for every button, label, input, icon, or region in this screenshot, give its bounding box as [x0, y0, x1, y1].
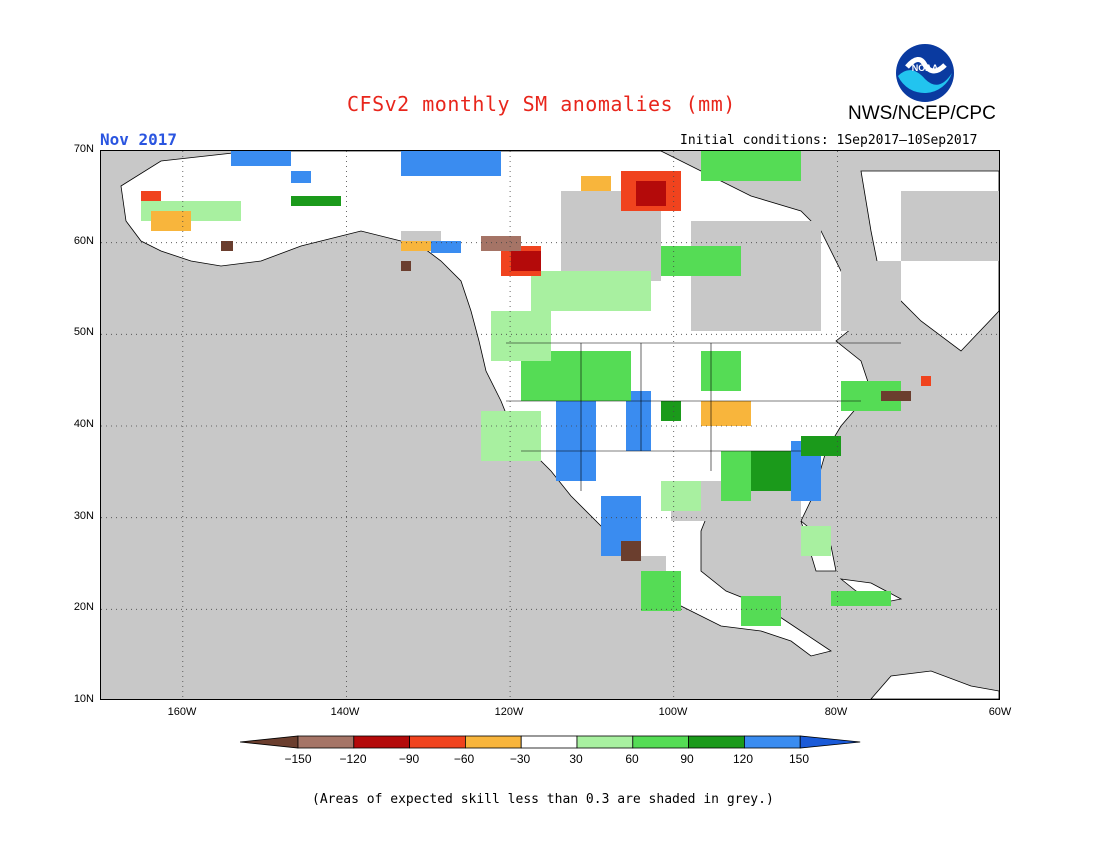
colorbar-label: 90 [680, 752, 694, 766]
lat-label-50n: 50N [73, 326, 94, 338]
forecast-month: Nov 2017 [100, 130, 178, 149]
skill-note: (Areas of expected skill less than 0.3 a… [312, 792, 774, 807]
colorbar-segment [632, 735, 689, 749]
noaa-logo: NOAA [896, 44, 954, 102]
colorbar-label: −60 [453, 752, 475, 766]
political-borders [506, 342, 901, 491]
map-title: CFSv2 monthly SM anomalies (mm) [347, 92, 736, 116]
colorbar-label: 30 [569, 752, 583, 766]
lon-label-100w: 100W [658, 706, 688, 718]
colorbar-segment [464, 735, 522, 749]
anomaly-pixels [141, 151, 931, 626]
colorbar-arrow-left [240, 735, 299, 749]
colorbar-label: −150 [284, 752, 312, 766]
initial-conditions: Initial conditions: 1Sep2017–10Sep2017 [680, 133, 978, 148]
colorbar-segment [688, 735, 745, 749]
colorbar-segment [353, 735, 411, 749]
lon-label-60w: 60W [988, 706, 1012, 718]
lon-label-120w: 120W [494, 706, 524, 718]
lat-label-20n: 20N [73, 601, 94, 613]
colorbar-label: 60 [625, 752, 639, 766]
lat-label-10n: 10N [73, 693, 94, 705]
lat-label-60n: 60N [73, 235, 94, 247]
lon-label-80w: 80W [824, 706, 848, 718]
soil-moisture-map [100, 150, 1000, 700]
lon-label-160w: 160W [167, 706, 197, 718]
colorbar-label: −120 [339, 752, 367, 766]
colorbar-arrow-right [799, 735, 861, 749]
colorbar-label: −30 [509, 752, 531, 766]
colorbar-label: 150 [788, 752, 810, 766]
colorbar-label: −90 [398, 752, 420, 766]
agency-label: NWS/NCEP/CPC [848, 103, 996, 124]
colorbar-segment [576, 735, 634, 749]
logo-text: NOAA [912, 63, 939, 73]
lat-label-40n: 40N [73, 418, 94, 430]
colorbar [240, 735, 861, 749]
colorbar-segment [297, 735, 355, 749]
colorbar-segment [409, 735, 466, 749]
lat-label-30n: 30N [73, 510, 94, 522]
colorbar-label: 120 [732, 752, 754, 766]
lat-label-70n: 70N [73, 143, 94, 155]
lon-label-140w: 140W [330, 706, 360, 718]
colorbar-segment [743, 735, 801, 749]
colorbar-segment [520, 735, 578, 749]
